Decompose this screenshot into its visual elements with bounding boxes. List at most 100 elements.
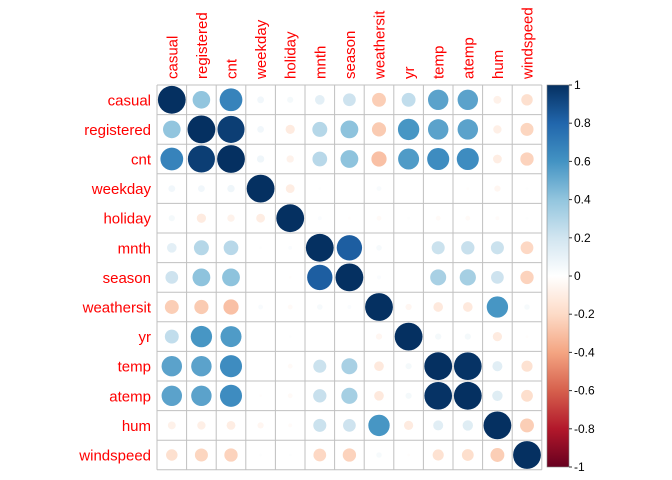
corr-circle-windspeed-windspeed: [513, 441, 541, 469]
corr-circle-hum-windspeed: [520, 418, 534, 433]
corr-circle-cnt-atemp: [456, 147, 479, 171]
colorbar-tick-label: 0.6: [574, 154, 591, 168]
colorbar-tick-label: 0.2: [574, 231, 591, 245]
column-label-cnt: cnt: [224, 58, 241, 79]
corr-circle-weekday-weekday: [246, 174, 275, 203]
corr-circle-windspeed-registered: [194, 448, 208, 462]
corr-circle-weathersit-season: [347, 305, 352, 309]
corr-circle-temp-holiday: [287, 363, 293, 369]
corr-circle-weathersit-hum: [486, 296, 509, 318]
column-label-weathersit: weathersit: [372, 10, 389, 80]
corr-circle-hum-temp: [433, 420, 444, 431]
corr-circle-holiday-casual: [168, 215, 175, 222]
column-label-yr: yr: [401, 67, 418, 80]
corr-circle-temp-atemp: [453, 352, 482, 381]
row-labels: casual registered cnt weekday holiday mnth sea…: [78, 92, 152, 464]
corr-circle-weathersit-windspeed: [524, 304, 530, 310]
corr-circle-mnth-registered: [193, 240, 209, 256]
corr-circle-weathersit-temp: [433, 302, 444, 312]
corr-circle-holiday-registered: [196, 213, 207, 223]
corr-circle-casual-registered: [192, 91, 211, 109]
corr-circle-season-mnth: [307, 264, 333, 291]
corr-circle-atemp-casual: [161, 385, 183, 407]
corr-circle-weekday-registered: [197, 185, 205, 193]
corr-circle-cnt-windspeed: [520, 152, 534, 166]
corr-circle-yr-yr: [394, 322, 423, 351]
corr-circle-atemp-registered: [191, 385, 212, 407]
row-label-registered: registered: [84, 122, 151, 139]
corr-circle-yr-temp: [435, 333, 442, 340]
corr-circle-weathersit-casual: [164, 300, 179, 314]
corr-circle-atemp-mnth: [313, 389, 327, 403]
row-label-atemp: atemp: [109, 388, 151, 405]
corr-circle-mnth-temp: [431, 241, 445, 255]
corr-circle-temp-weathersit: [374, 361, 384, 372]
corr-circle-cnt-temp: [427, 147, 450, 171]
corr-circle-temp-season: [341, 358, 358, 375]
corr-circle-season-temp: [430, 269, 447, 286]
column-label-holiday: holiday: [283, 31, 300, 79]
corr-circle-holiday-holiday: [276, 204, 305, 233]
corr-circle-holiday-season: [348, 216, 351, 220]
corr-circle-casual-casual: [157, 85, 186, 114]
corr-circle-weekday-windspeed: [525, 187, 529, 190]
corr-circle-weathersit-cnt: [223, 299, 239, 315]
corr-circle-windspeed-mnth: [313, 448, 327, 462]
corr-circle-casual-atemp: [457, 89, 479, 111]
row-label-weekday: weekday: [91, 181, 152, 198]
corr-circle-holiday-windspeed: [525, 216, 529, 220]
column-label-hum: hum: [490, 50, 507, 79]
corr-circle-weathersit-holiday: [287, 304, 293, 310]
corr-circle-holiday-weathersit: [376, 215, 382, 221]
corr-circle-casual-yr: [401, 92, 416, 107]
corr-circle-mnth-weathersit: [376, 245, 382, 251]
corr-circle-windspeed-weekday: [259, 453, 262, 457]
corr-circle-atemp-temp: [424, 381, 453, 410]
corr-circle-atemp-weathersit: [374, 390, 384, 401]
corr-circle-registered-temp: [427, 119, 449, 140]
corr-circle-temp-windspeed: [521, 360, 533, 372]
colorbar-tick-label: 0.8: [574, 116, 591, 130]
corr-circle-yr-cnt: [220, 326, 242, 348]
corr-circle-windspeed-temp: [432, 449, 444, 461]
row-label-mnth: mnth: [118, 240, 151, 257]
corr-circle-casual-weathersit: [372, 92, 386, 107]
corr-circle-weathersit-weathersit: [365, 293, 393, 321]
corr-circle-cnt-holiday: [286, 155, 294, 163]
corr-circle-registered-registered: [187, 115, 216, 144]
corr-circle-registered-atemp: [457, 119, 479, 140]
corr-circle-yr-weathersit: [375, 333, 383, 340]
corr-circle-windspeed-cnt: [224, 448, 238, 462]
corr-circle-hum-weekday: [257, 422, 264, 429]
row-label-temp: temp: [118, 359, 151, 376]
corr-circle-yr-hum: [492, 331, 503, 342]
corr-circle-season-atemp: [459, 269, 476, 286]
row-label-cnt: cnt: [131, 152, 152, 169]
column-label-windspeed: windspeed: [520, 7, 537, 80]
corr-circle-season-holiday: [288, 276, 292, 279]
circle-layer: [157, 85, 541, 469]
column-label-season: season: [342, 31, 359, 79]
corr-circle-weekday-cnt: [227, 184, 235, 193]
column-label-casual: casual: [164, 36, 181, 79]
colorbar-tick-label: 0: [574, 269, 581, 283]
corr-circle-windspeed-season: [342, 448, 357, 462]
corr-circle-atemp-windspeed: [521, 389, 533, 402]
corr-circle-windspeed-yr: [407, 453, 410, 457]
corr-circle-yr-casual: [164, 329, 179, 344]
corr-circle-cnt-season: [340, 150, 359, 168]
corr-circle-weathersit-atemp: [462, 302, 473, 312]
corr-circle-windspeed-hum: [490, 448, 505, 462]
colorbar-tick-label: -1: [574, 460, 585, 474]
corr-circle-temp-casual: [161, 355, 183, 377]
corr-circle-atemp-hum: [492, 390, 503, 402]
corr-circle-hum-weathersit: [368, 414, 390, 437]
colorbar: 1 0.8 0.6 0.4 0.2 0 -0.2 -0.4 -0.6 -0.8 -1: [546, 78, 595, 474]
corr-circle-holiday-mnth: [317, 216, 322, 221]
corr-circle-holiday-atemp: [465, 215, 471, 221]
corr-circle-registered-mnth: [312, 121, 328, 137]
corr-circle-temp-registered: [191, 355, 212, 377]
corr-circle-mnth-atemp: [461, 241, 475, 255]
corr-circle-mnth-weekday: [259, 246, 262, 250]
